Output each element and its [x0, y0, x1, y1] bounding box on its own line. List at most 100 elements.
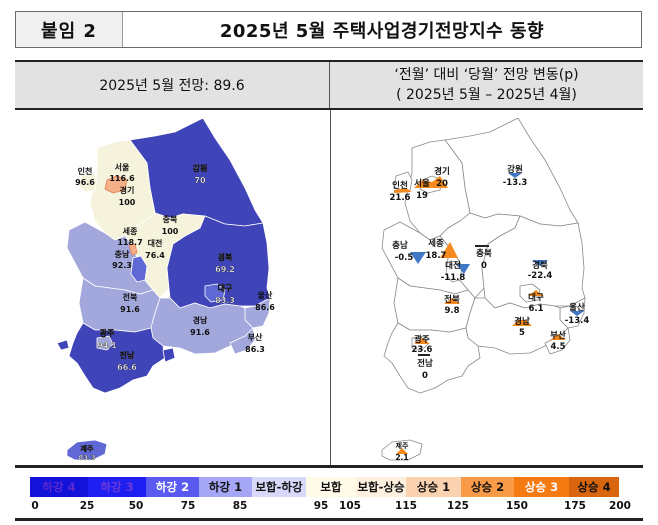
change-indicators [394, 173, 584, 454]
maps-panel: 2025년 5월 전망: 89.6 ‘전월’ 대비 ‘당월’ 전망 변동(p) … [15, 60, 643, 465]
label-busan-name: 부산 [248, 332, 263, 342]
label-ulsan-change: -13.4 [565, 316, 590, 326]
legend-flat-rise: 보합-상승 [356, 477, 406, 497]
legend-flat: 보합 [306, 477, 356, 497]
page-title: 2025년 5월 주택사업경기전망지수 동향 [219, 20, 545, 42]
legend-rise-2: 상승 2 [461, 477, 514, 497]
label-daegu-name: 대구 [528, 292, 544, 303]
region-incheon[interactable] [78, 171, 98, 193]
tick-label: 75 [180, 500, 196, 512]
legend-bottom-rule [15, 518, 643, 521]
label-gyeonggi-change: 20 [436, 179, 448, 189]
label-daejeon-change: -11.8 [441, 273, 466, 283]
label-daejeon-name: 대전 [445, 260, 461, 271]
region-sejong[interactable] [128, 243, 138, 256]
region-daegu[interactable] [204, 283, 226, 303]
left-index-map: 인천 96.6 서울 116.6 경기 100 강원 70 세종 118.7 충… [56, 118, 275, 462]
up-arrow-icon [414, 176, 448, 188]
up-arrow-icon [512, 320, 532, 326]
tick-label: 50 [128, 500, 144, 512]
down-arrow-icon [570, 311, 584, 316]
label-jeju-name: 제주 [81, 444, 94, 453]
region-jeonnam-islands [56, 339, 176, 363]
label-gangwon-value: 70 [194, 176, 206, 185]
tick-label: 0 [31, 500, 39, 512]
region-jeju[interactable] [66, 439, 108, 461]
outline-daegu[interactable] [519, 283, 541, 303]
legend-rise-4: 상승 4 [569, 477, 619, 497]
legend-ticks: 0 25 50 75 85 95 105 115 125 150 175 200 [30, 500, 631, 514]
outline-jeonnam[interactable] [383, 322, 481, 394]
label-jeonnam-name: 전남 [417, 358, 433, 369]
legend-top-rule [15, 465, 643, 468]
region-busan[interactable] [229, 327, 256, 355]
legend-rise-3: 상승 3 [514, 477, 569, 497]
label-sejong-change: 18.7 [426, 251, 447, 261]
up-arrow-icon [440, 242, 458, 258]
label-jeju-value: 83.3 [78, 454, 95, 462]
label-seoul-change: 19 [416, 191, 428, 201]
panel-divider [330, 110, 331, 465]
label-ulsan-value: 86.6 [255, 303, 275, 312]
tick-label: 95 [313, 500, 329, 512]
label-gyeongbuk-change: -22.4 [528, 271, 553, 281]
outline-incheon[interactable] [393, 171, 413, 193]
label-gwangju-change: 23.6 [412, 345, 433, 355]
tick-label: 25 [79, 500, 95, 512]
flat-bar-icon [418, 354, 430, 356]
region-daejeon[interactable] [130, 255, 148, 283]
up-arrow-icon [394, 188, 412, 193]
panel-header: 2025년 5월 전망: 89.6 ‘전월’ 대비 ‘당월’ 전망 변동(p) … [15, 62, 643, 110]
label-seoul-value: 116.6 [109, 174, 135, 183]
label-daejeon-value: 76.4 [145, 251, 165, 260]
label-daegu-name: 대구 [218, 283, 233, 293]
label-busan-change: 4.5 [550, 342, 565, 352]
label-sejong-name: 세종 [428, 238, 444, 249]
label-gangwon-name: 강원 [507, 164, 523, 175]
up-arrow-icon [414, 338, 430, 344]
tick-label: 200 [609, 500, 631, 512]
label-chungbuk-name: 충북 [163, 214, 178, 224]
label-busan-value: 86.3 [245, 345, 265, 354]
down-arrow-icon [456, 264, 470, 274]
up-arrow-icon [550, 334, 566, 340]
label-chungnam-value: 92.3 [112, 261, 132, 270]
label-jeonbuk-name: 전북 [444, 294, 460, 305]
label-gangwon-change: -13.3 [503, 178, 528, 188]
tick-label: 175 [564, 500, 586, 512]
label-jeonnam-change: 0 [422, 371, 428, 381]
label-gyeongnam-name: 경남 [514, 316, 530, 327]
up-arrow-icon [444, 298, 460, 304]
up-arrow-icon [528, 290, 544, 296]
label-incheon-name: 인천 [392, 180, 408, 191]
label-gwangju-name: 광주 [414, 334, 430, 345]
label-sejong-value: 118.7 [117, 238, 142, 247]
region-gwangju[interactable] [96, 335, 114, 351]
label-seoul-name: 서울 [115, 162, 130, 172]
label-ulsan-name: 울산 [258, 290, 273, 300]
label-jeju-name: 제주 [396, 441, 409, 450]
label-gyeonggi-name: 경기 [434, 166, 450, 177]
legend-decline-3: 하강 3 [88, 477, 146, 497]
tick-label: 85 [232, 500, 248, 512]
down-arrow-icon [532, 260, 548, 266]
label-gyeongnam-name: 경남 [193, 315, 208, 325]
right-panel-header: ‘전월’ 대비 ‘당월’ 전망 변동(p) ( 2025년 5월 – 2025년… [330, 62, 643, 108]
tick-label: 105 [339, 500, 361, 512]
label-gyeongnam-change: 5 [519, 328, 525, 338]
label-jeonbuk-change: 9.8 [444, 306, 459, 316]
label-chungnam-change: -0.5 [395, 253, 414, 263]
label-jeju-change: 2.1 [395, 453, 408, 462]
region-seoul[interactable] [104, 175, 128, 194]
down-arrow-icon [410, 252, 426, 264]
label-jeonbuk-name: 전북 [123, 292, 138, 302]
label-gwangju-name: 광주 [100, 328, 115, 338]
label-ulsan-name: 울산 [569, 302, 585, 313]
region-jeonnam[interactable] [68, 322, 166, 394]
up-arrow-icon [396, 448, 408, 454]
label-chungnam-name: 충남 [392, 240, 408, 251]
tick-label: 115 [395, 500, 417, 512]
color-legend: 하강 4 하강 3 하강 2 하강 1 보합-하강 보합 보합-상승 상승 1 … [30, 477, 619, 497]
label-gyeongbuk-name: 경북 [532, 260, 548, 271]
label-chungbuk-name: 충북 [476, 248, 492, 259]
